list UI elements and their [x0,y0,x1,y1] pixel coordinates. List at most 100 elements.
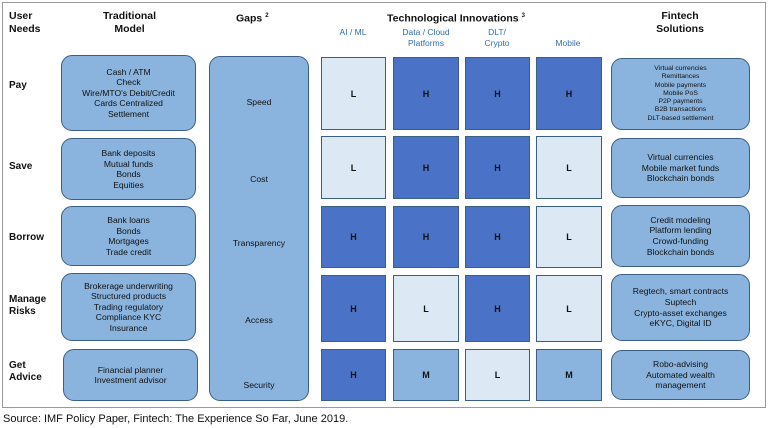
rating-value: L [350,88,357,99]
traditional-get-advice: Financial planner Investment advisor [63,349,198,401]
need-label: Borrow [9,232,44,243]
rating-cell-risks-dlt: H [465,275,530,342]
rating-cell-advice-mobile: M [536,349,602,401]
traditional-item: Trade credit [105,246,152,257]
traditional-item: Compliance KYC [95,312,162,323]
need-label: Risks [9,306,36,317]
need-pay: Pay [9,80,27,92]
fintech-item: Credit modeling [650,214,711,225]
header-traditional-model-line: Traditional [102,10,157,22]
tech-col-line: AI / ML [339,27,367,37]
rating-cell-save-data: H [393,136,459,199]
header-traditional-model: Traditional Model [87,10,172,36]
rating-cell-borrow-dlt: H [465,206,530,268]
rating-cell-pay-mobile: H [536,57,602,130]
need-save: Save [9,161,32,173]
tech-col-dlt-crypto: DLT/ Crypto [464,27,530,49]
need-label: Save [9,161,33,172]
rating-value: H [350,370,357,380]
rating-value: L [566,232,572,242]
fintech-item: Remittances [661,73,700,81]
fintech-item: Crypto-asset exchanges [634,307,727,318]
fintech-item: Platform lending [649,225,712,236]
traditional-item: Bank loans [107,215,150,225]
rating-cell-pay-dlt: H [465,57,530,130]
rating-value: H [422,162,430,173]
fintech-item: Mobile PoS [663,89,698,97]
traditional-save: Bank deposits Mutual funds Bonds Equitie… [61,138,196,200]
fintech-item: management [655,380,706,391]
fintech-item: eKYC, Digital ID [649,318,712,329]
fintech-item: Regtech, smart contracts [632,286,729,297]
rating-cell-advice-data: M [393,349,459,401]
fintech-item: P2P payments [658,98,703,106]
traditional-item: Trading regulatory [93,301,164,312]
rating-cell-save-dlt: H [465,136,530,199]
rating-cell-save-ai: L [321,136,386,199]
traditional-item: Insurance [109,322,148,333]
header-gaps-label: Gaps [236,12,263,25]
tech-col-line: Data / Cloud [402,27,450,37]
fintech-item: Virtual currencies [647,152,714,163]
rating-cell-borrow-mobile: L [536,206,602,268]
header-user-needs-line: User [9,10,33,22]
fintech-item: Blockchain bonds [646,173,715,184]
need-borrow: Borrow [9,232,44,244]
need-label: Get [9,360,26,371]
fintech-manage-risks: Regtech, smart contracts Suptech Crypto-… [611,274,750,341]
gap-speed: Speed [246,97,272,107]
header-tech-innovations: Technological Innovations 3 [387,10,525,26]
rating-value: H [422,88,430,99]
tech-col-line: DLT/ [488,27,506,37]
traditional-item: Financial planner [97,364,164,375]
rating-value: L [494,370,501,380]
traditional-item: Brokerage underwriting [84,280,173,291]
fintech-save: Virtual currencies Mobile market funds B… [611,138,750,198]
rating-value: L [423,303,429,314]
traditional-item: Cash / ATM [106,66,151,77]
source-note: Source: IMF Policy Paper, Fintech: The E… [3,413,349,425]
traditional-item: Structured products [91,291,166,302]
need-manage-risks: Manage Risks [9,294,46,318]
gap-security: Security [243,380,275,390]
rating-value: M [565,370,573,380]
fintech-get-advice: Robo-advising Automated wealth managemen… [611,350,750,400]
rating-value: H [350,232,357,242]
fintech-item: Automated wealth [646,369,715,380]
rating-value: H [494,162,501,173]
fintech-item: Virtual currencies [654,65,707,73]
tech-col-line: Mobile [555,38,581,48]
figure-frame [2,2,766,408]
gap-cost: Cost [250,174,268,184]
rating-value: H [422,232,430,242]
fintech-item: B2B transactions [654,106,707,114]
gap-transparency: Transparency [232,238,286,248]
header-fintech-line: Fintech [661,10,699,22]
traditional-item: Cards Centralized [94,98,163,109]
rating-cell-advice-dlt: L [465,349,530,401]
rating-value: H [350,303,357,314]
header-tech-footnote: 3 [521,13,525,19]
rating-value: H [494,88,501,99]
fintech-item: Mobile market funds [641,162,720,173]
fintech-item: DLT-based settlement [647,114,714,122]
header-traditional-model-line: Model [114,23,145,35]
rating-cell-risks-ai: H [321,275,386,342]
rating-value: L [566,162,572,173]
fintech-item: Robo-advising [653,359,708,370]
rating-value: H [494,303,501,314]
traditional-item: Investment advisor [94,375,167,385]
traditional-item: Bonds [116,225,141,236]
traditional-item: Bank deposits [101,148,156,158]
traditional-item: Wire/MTO's Debit/Credit [82,87,175,98]
need-label: Pay [9,80,27,91]
header-user-needs-line: Needs [9,23,41,35]
need-label: Advice [9,372,42,383]
traditional-item: Bonds [116,169,141,179]
tech-col-mobile: Mobile [535,38,601,49]
header-user-needs: User Needs [9,10,41,36]
traditional-item: Check [116,77,141,88]
rating-cell-advice-ai: H [321,349,386,401]
rating-cell-pay-data: H [393,57,459,130]
tech-col-data-cloud: Data / Cloud Platforms [392,27,460,49]
